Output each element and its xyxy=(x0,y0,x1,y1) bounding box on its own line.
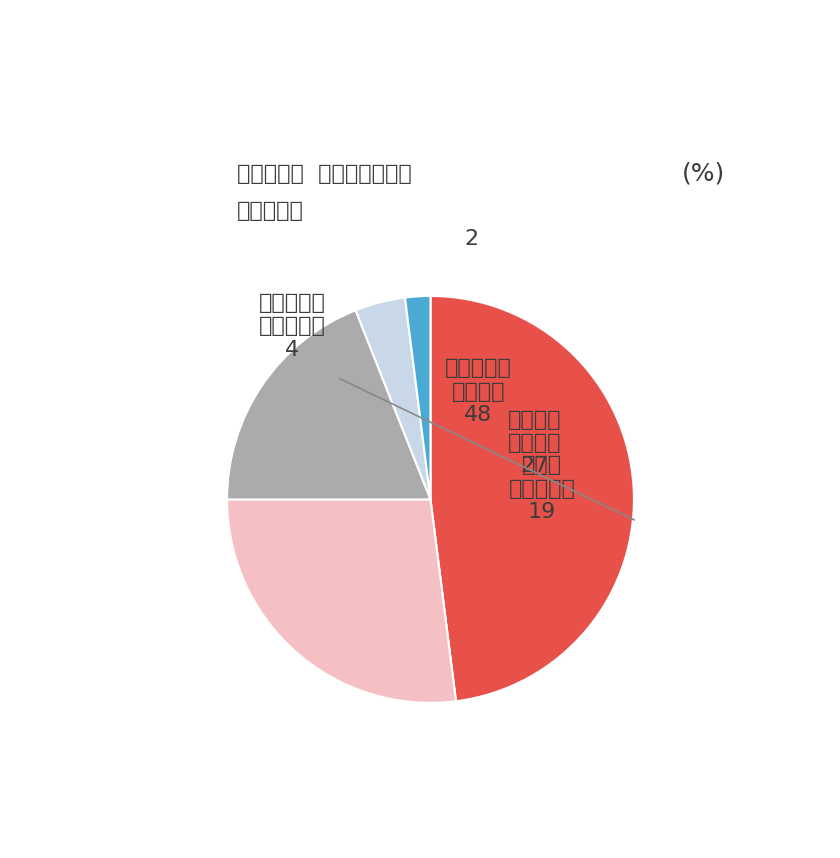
Text: 以前と
変わらない
19: 以前と 変わらない 19 xyxy=(508,456,575,522)
Text: 2: 2 xyxy=(465,229,478,249)
Text: あまり貢献
していない
4: あまり貢献 していない 4 xyxy=(259,293,326,360)
Wedge shape xyxy=(227,311,431,499)
Wedge shape xyxy=(227,499,456,703)
Wedge shape xyxy=(405,296,431,499)
Text: (%): (%) xyxy=(682,162,726,186)
Text: やや貢献
している
27: やや貢献 している 27 xyxy=(507,410,561,476)
Wedge shape xyxy=(355,298,431,499)
Wedge shape xyxy=(430,296,634,701)
Text: かなり貢献
している
48: かなり貢献 している 48 xyxy=(445,359,512,425)
Text: していない: していない xyxy=(237,201,304,221)
Text: あまり貢献  貢献していない: あまり貢献 貢献していない xyxy=(237,164,412,184)
